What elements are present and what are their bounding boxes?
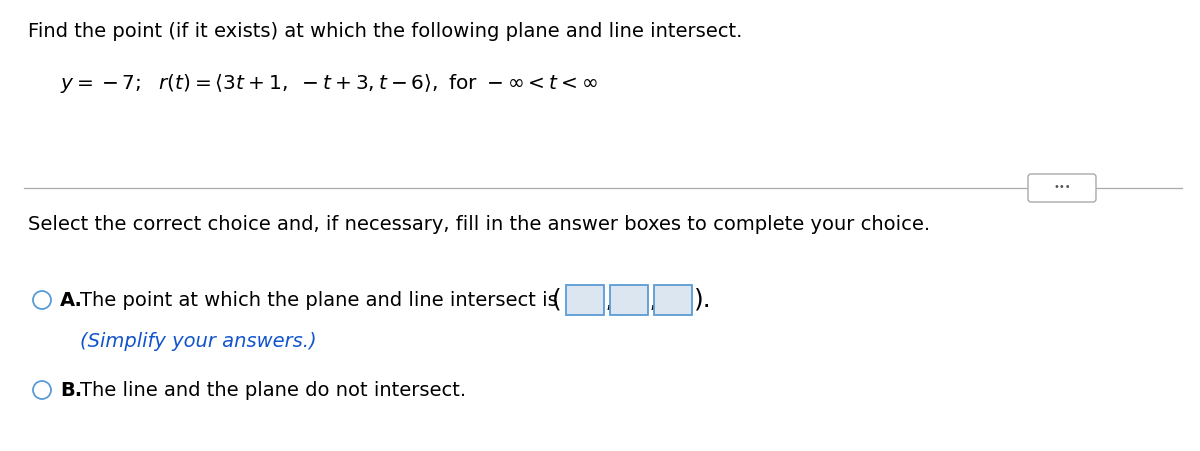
Text: •••: ••• bbox=[1054, 183, 1070, 193]
Text: ).: ). bbox=[694, 287, 712, 311]
FancyBboxPatch shape bbox=[610, 285, 648, 315]
Text: (: ( bbox=[552, 287, 562, 311]
FancyBboxPatch shape bbox=[566, 285, 604, 315]
Circle shape bbox=[34, 291, 50, 309]
Text: ,: , bbox=[606, 293, 612, 312]
Text: $y = -7;\ \ r(t) = \langle 3t+1,\ -t+3,t-6\rangle,\ \mathrm{for}\ -\infty < t < : $y = -7;\ \ r(t) = \langle 3t+1,\ -t+3,t… bbox=[60, 72, 598, 95]
Text: The point at which the plane and line intersect is: The point at which the plane and line in… bbox=[80, 290, 564, 309]
Text: ,: , bbox=[650, 293, 656, 312]
Text: B.: B. bbox=[60, 381, 82, 400]
Text: The line and the plane do not intersect.: The line and the plane do not intersect. bbox=[80, 381, 466, 400]
Text: Find the point (if it exists) at which the following plane and line intersect.: Find the point (if it exists) at which t… bbox=[28, 22, 743, 41]
Text: A.: A. bbox=[60, 290, 83, 309]
Text: Select the correct choice and, if necessary, fill in the answer boxes to complet: Select the correct choice and, if necess… bbox=[28, 215, 930, 234]
FancyBboxPatch shape bbox=[654, 285, 692, 315]
Circle shape bbox=[34, 381, 50, 399]
FancyBboxPatch shape bbox=[1028, 174, 1096, 202]
Text: (Simplify your answers.): (Simplify your answers.) bbox=[80, 332, 317, 351]
